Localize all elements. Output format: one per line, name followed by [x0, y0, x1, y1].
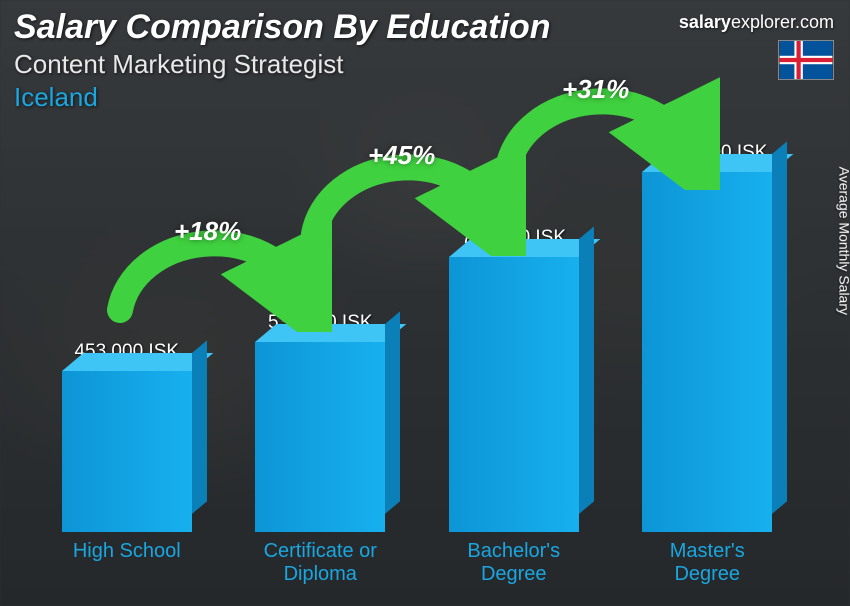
country-label: Iceland — [14, 82, 836, 113]
bar-side-face — [579, 226, 594, 514]
brand-logo: salaryexplorer.com — [679, 12, 834, 33]
bar-front-face — [642, 172, 772, 532]
bar — [642, 172, 772, 532]
x-label: High School — [30, 536, 224, 588]
bar-front-face — [449, 257, 579, 532]
bar-col-2: 772,000 ISK — [417, 227, 611, 532]
x-label: Certificate orDiploma — [224, 536, 418, 588]
bar-col-3: 1,010,000 ISK — [611, 142, 805, 532]
page-subtitle: Content Marketing Strategist — [14, 49, 836, 80]
bar-col-1: 533,000 ISK — [224, 312, 418, 532]
x-label: Bachelor'sDegree — [417, 536, 611, 588]
increase-badge: +18% — [174, 216, 241, 247]
bar — [255, 342, 385, 532]
bar-side-face — [192, 340, 207, 514]
bars-container: 453,000 ISK533,000 ISK772,000 ISK1,010,0… — [30, 130, 804, 532]
bar-top-face — [255, 324, 406, 342]
y-axis-label: Average Monthly Salary — [836, 167, 850, 315]
bar-top-face — [62, 353, 213, 371]
x-label: Master'sDegree — [611, 536, 805, 588]
brand-bold: salary — [679, 12, 731, 32]
brand-rest: explorer.com — [731, 12, 834, 32]
bar-front-face — [255, 342, 385, 532]
bar — [62, 371, 192, 532]
bar-side-face — [772, 141, 787, 514]
x-labels: High SchoolCertificate orDiplomaBachelor… — [30, 536, 804, 588]
salary-bar-chart: 453,000 ISK533,000 ISK772,000 ISK1,010,0… — [30, 130, 804, 588]
bar — [449, 257, 579, 532]
bar-top-face — [642, 154, 793, 172]
increase-badge: +45% — [368, 140, 435, 171]
flag-icon — [778, 40, 834, 80]
bar-top-face — [449, 239, 600, 257]
bar-col-0: 453,000 ISK — [30, 341, 224, 532]
bar-front-face — [62, 371, 192, 532]
bar-side-face — [385, 311, 400, 514]
